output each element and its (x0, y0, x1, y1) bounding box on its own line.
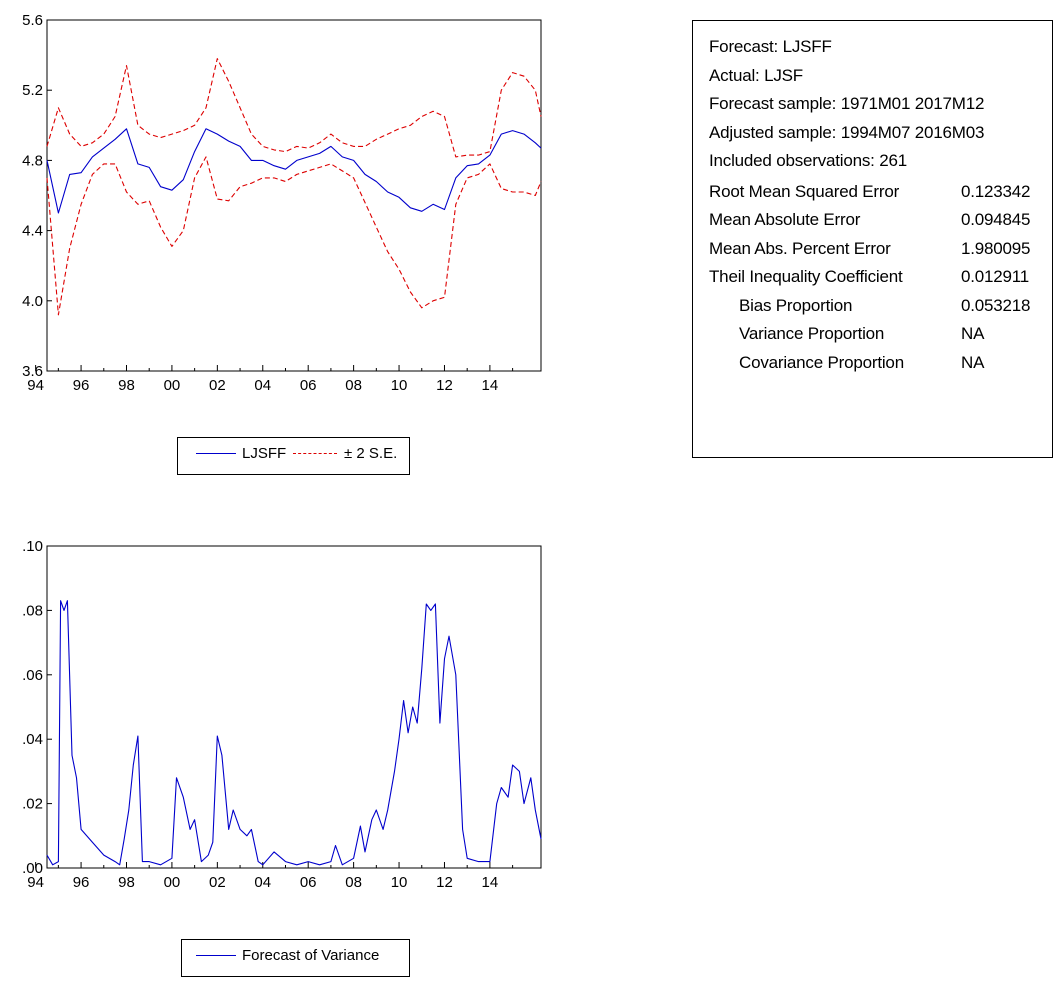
top-chart-y-tick-label: 4.8 (22, 152, 43, 169)
bottom-chart-x-tick-label: 12 (436, 874, 453, 891)
legend-variance-swatch (196, 955, 236, 956)
top-chart-x-tick-label: 14 (482, 377, 499, 394)
bottom-chart-x-tick-label: 08 (345, 874, 362, 891)
legend-forecast-label: LJSFF (242, 445, 287, 462)
stats-row-value: 0.012911 (961, 267, 1030, 286)
legend-bands-label: ± 2 S.E. (344, 445, 398, 462)
top-chart-x-tick-label: 98 (118, 377, 135, 394)
top-chart-y-tick-label: 4.4 (22, 223, 43, 240)
bottom-chart-y-tick-label: .08 (22, 602, 43, 619)
top-chart-y-tick-label: 3.6 (22, 363, 43, 380)
stats-forecast-line: Forecast: LJSFF (709, 37, 832, 56)
top-chart-x-tick-label: 06 (300, 377, 317, 394)
top-chart-x-tick-label: 04 (254, 377, 271, 394)
top-chart-y-tick-label: 5.2 (22, 82, 43, 99)
top-chart-y-tick-label: 5.6 (22, 12, 43, 29)
bottom-chart-x-tick-label: 10 (391, 874, 408, 891)
top-chart-y-tick-label: 4.0 (22, 293, 43, 310)
legend-forecast-swatch (196, 453, 236, 454)
top-chart-frame (46, 19, 542, 372)
bottom-chart-x-tick-label: 06 (300, 874, 317, 891)
top-chart-x-tick-label: 08 (345, 377, 362, 394)
stats-row-value: 0.053218 (961, 295, 1031, 315)
stats-row-value: 0.094845 (961, 210, 1031, 229)
top-chart-x-tick-label: 10 (391, 377, 408, 394)
stats-row-value: 1.980095 (961, 238, 1031, 258)
forecast-statistics-panel: Forecast: LJSFF Actual: LJSF Forecast sa… (692, 20, 1053, 458)
bottom-chart-y-tick-label: .02 (22, 796, 43, 813)
top-chart-band-line-upper (46, 58, 542, 158)
legend-bands-swatch (293, 453, 337, 454)
bottom-chart-y-tick-label: .06 (22, 667, 43, 684)
stats-observations-line: Included observations: 261 (709, 151, 907, 170)
top-chart-x-tick-label: 00 (164, 377, 181, 394)
stats-row-label: Mean Absolute Error (709, 210, 861, 229)
stats-actual-line: Actual: LJSF (709, 65, 803, 85)
top-chart-band-line-lower (46, 156, 542, 316)
bottom-chart-legend: Forecast of Variance (181, 939, 410, 977)
bottom-chart-y-tick-label: .00 (22, 860, 43, 877)
stats-row-label: Root Mean Squared Error (709, 181, 900, 201)
stats-adjusted-sample-line: Adjusted sample: 1994M07 2016M03 (709, 122, 985, 142)
stats-row-label: Variance Proportion (739, 324, 885, 343)
top-chart-forecast-line (46, 128, 542, 214)
top-chart-legend: LJSFF ± 2 S.E. (177, 437, 410, 475)
top-chart-x-tick-label: 94 (27, 377, 44, 394)
bottom-chart-frame (46, 545, 542, 869)
stats-row-label: Mean Abs. Percent Error (709, 238, 891, 258)
stats-row-label: Covariance Proportion (739, 352, 904, 372)
stats-row-value: 0.123342 (961, 181, 1031, 201)
bottom-chart-y-tick-label: .10 (22, 538, 43, 555)
stats-forecast-sample-line: Forecast sample: 1971M01 2017M12 (709, 94, 985, 113)
stats-row-value: NA (961, 352, 985, 372)
stats-row-label: Bias Proportion (739, 295, 853, 315)
bottom-chart-x-tick-label: 14 (482, 874, 499, 891)
top-chart-x-tick-label: 96 (73, 377, 90, 394)
bottom-chart-x-tick-label: 96 (73, 874, 90, 891)
top-chart-x-tick-label: 02 (209, 377, 226, 394)
legend-variance-label: Forecast of Variance (242, 947, 380, 964)
bottom-chart-x-tick-label: 04 (254, 874, 271, 891)
bottom-chart-variance-line (46, 600, 542, 866)
bottom-chart-x-tick-label: 94 (27, 874, 44, 891)
bottom-chart-x-tick-label: 98 (118, 874, 135, 891)
stats-header: Forecast: LJSFF Actual: LJSF Forecast sa… (693, 21, 1052, 176)
bottom-chart-x-tick-label: 00 (164, 874, 181, 891)
stats-row-label: Theil Inequality Coefficient (709, 267, 903, 286)
bottom-chart-y-tick-label: .04 (22, 731, 43, 748)
stats-row-value: NA (961, 324, 985, 343)
bottom-chart-x-tick-label: 02 (209, 874, 226, 891)
top-chart-x-tick-label: 12 (436, 377, 453, 394)
